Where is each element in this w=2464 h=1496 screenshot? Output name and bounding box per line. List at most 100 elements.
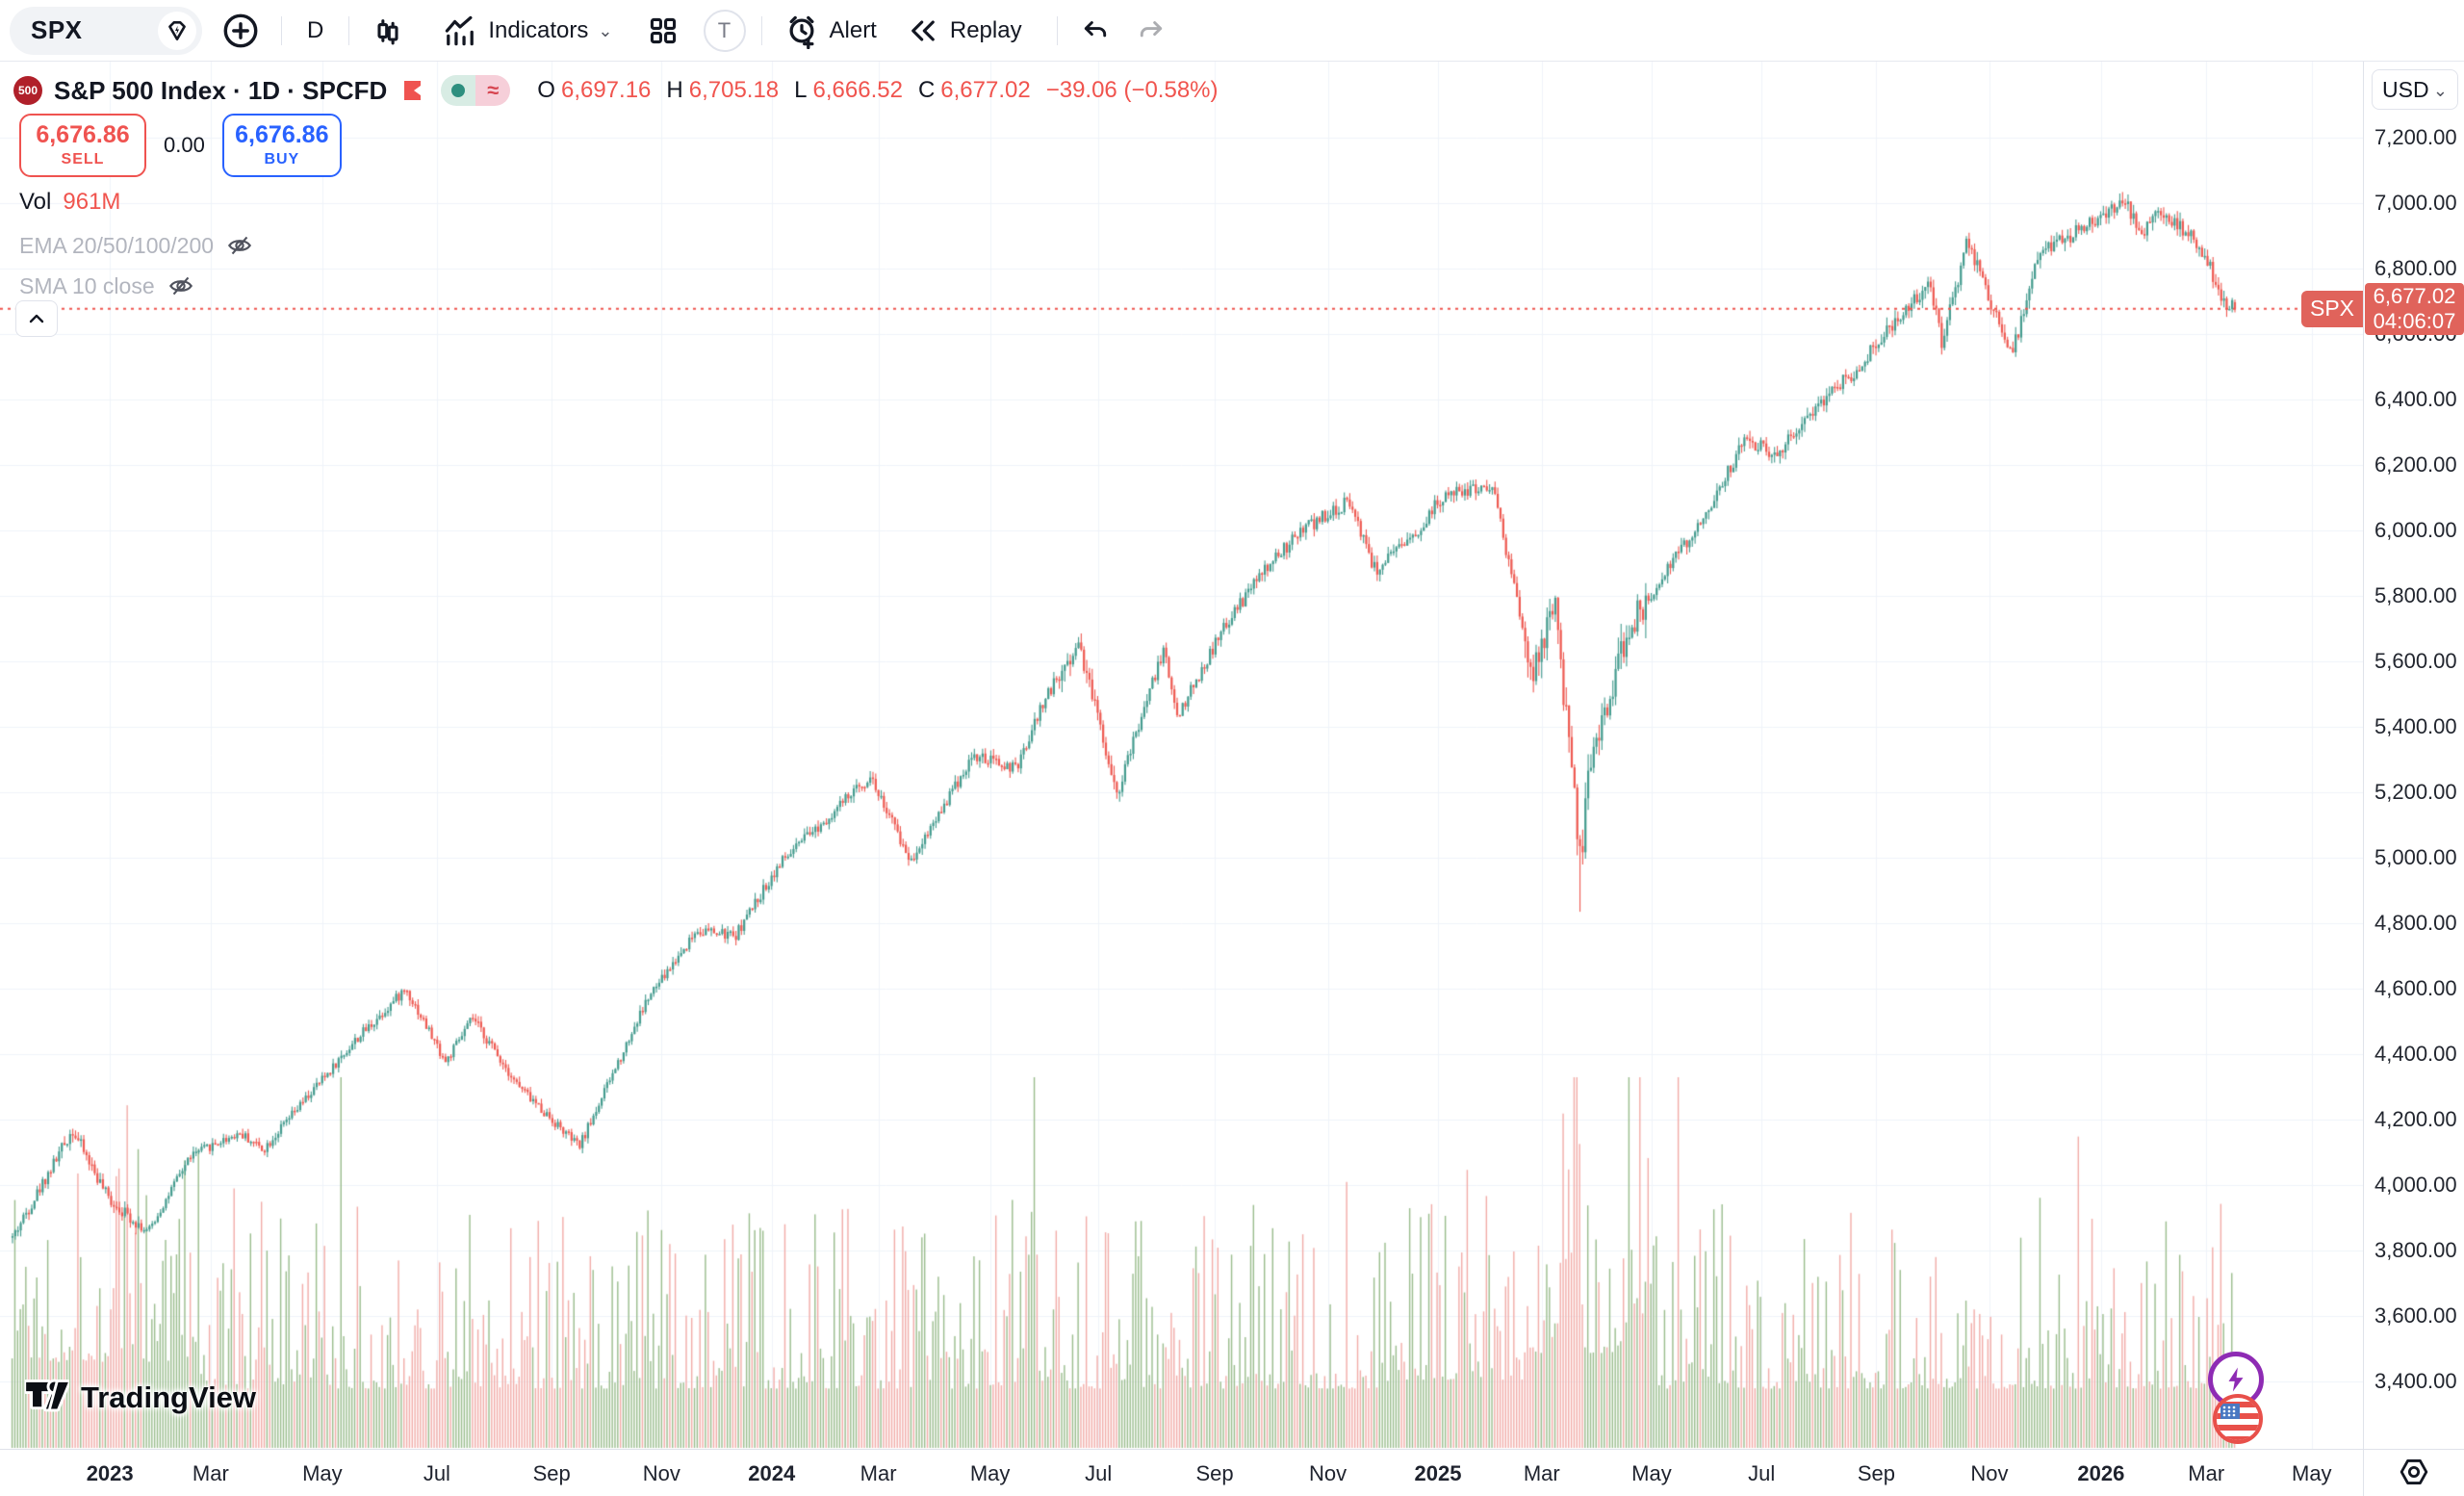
chevron-down-icon: ⌄ <box>598 21 613 40</box>
bar-countdown: 04:06:07 <box>2373 308 2456 333</box>
replay-button[interactable]: Replay <box>894 8 1034 54</box>
indicators-label: Indicators <box>488 16 589 43</box>
price-tick-label: 3,800.00 <box>2374 1238 2457 1262</box>
price-tick-label: 7,000.00 <box>2374 191 2457 215</box>
top-toolbar: SPX D Indicators ⌄ T Alert Replay <box>0 0 2464 62</box>
time-tick-label: May <box>969 1461 1011 1485</box>
price-tick-label: 5,600.00 <box>2374 649 2457 673</box>
price-tick-label: 4,400.00 <box>2374 1042 2457 1066</box>
undo-button[interactable] <box>1067 8 1123 54</box>
time-tick-label: 2023 <box>86 1461 134 1485</box>
price-tick-label: 6,200.00 <box>2374 452 2457 477</box>
toolbar-separator <box>281 15 282 45</box>
time-tick-label: May <box>2292 1461 2332 1485</box>
price-tick-label: 7,200.00 <box>2374 125 2457 149</box>
high-label: H <box>666 77 683 103</box>
sma-label: SMA 10 close <box>19 272 155 298</box>
eye-off-icon[interactable] <box>225 231 254 260</box>
time-tick-label: 2026 <box>2077 1461 2125 1485</box>
time-tick-label: Nov <box>1970 1461 2009 1485</box>
timeframe-button[interactable]: D <box>292 8 339 54</box>
toolbar-separator <box>1056 15 1058 45</box>
sell-button[interactable]: 6,676.86 SELL <box>19 114 146 177</box>
time-tick-label: May <box>1631 1461 1672 1485</box>
timeframe-label: D <box>307 16 324 43</box>
axis-settings-icon[interactable] <box>2397 1455 2431 1494</box>
trade-panel: 6,676.86 SELL 0.00 6,676.86 BUY <box>19 114 342 177</box>
diamond-bolt-icon[interactable] <box>158 11 196 50</box>
market-status-pill[interactable]: ≈ <box>441 75 511 106</box>
ema-study-row[interactable]: EMA 20/50/100/200 <box>19 231 254 260</box>
collapse-legend-button[interactable] <box>15 300 58 337</box>
open-label: O <box>537 77 555 103</box>
redo-button[interactable] <box>1123 8 1179 54</box>
open-value: 6,697.16 <box>560 77 652 103</box>
alert-label: Alert <box>829 16 877 43</box>
tradingview-logo[interactable]: TradingView <box>25 1379 256 1417</box>
spread-value: 0.00 <box>164 133 205 157</box>
time-tick-label: Jul <box>1085 1461 1113 1485</box>
indicators-button[interactable]: Indicators ⌄ <box>430 8 624 54</box>
sp500-logo: 500 <box>13 76 42 105</box>
chart-legend: 500 S&P 500 Index · 1D · SPCFD ≈ O 6,697.… <box>13 75 1219 106</box>
symbol-search-button[interactable]: SPX <box>10 6 202 55</box>
currency-label: USD <box>2382 76 2429 102</box>
price-axis[interactable]: USD ⌄ 7,200.007,000.006,800.006,600.006,… <box>2363 62 2464 1449</box>
price-tick-label: 6,400.00 <box>2374 387 2457 411</box>
price-tick-label: 5,000.00 <box>2374 845 2457 869</box>
layout-grid-button[interactable] <box>634 8 692 54</box>
symbol-label: SPX <box>31 15 83 44</box>
chart-pane[interactable]: 500 S&P 500 Index · 1D · SPCFD ≈ O 6,697.… <box>0 62 2363 1449</box>
ema-label: EMA 20/50/100/200 <box>19 232 215 258</box>
time-axis[interactable]: 2023 Mar May Jul Sep Nov 2024 Mar May Jul Sep Nov 20… <box>0 1449 2464 1496</box>
sell-price: 6,676.86 <box>36 121 130 149</box>
last-price-symbol-badge: SPX <box>2301 290 2363 327</box>
market-open-icon <box>441 75 476 106</box>
compare-add-button[interactable] <box>210 8 271 54</box>
template-label: T <box>717 17 732 42</box>
alert-clock-icon <box>789 15 813 49</box>
alert-button[interactable]: Alert <box>772 8 888 54</box>
tradingview-mark-icon <box>25 1379 69 1412</box>
last-price-badge: 6,677.02 04:06:07 <box>2365 282 2464 335</box>
volume-label: Vol <box>19 189 52 215</box>
buy-button[interactable]: 6,676.86 BUY <box>221 114 342 177</box>
time-tick-label: Mar <box>192 1461 229 1485</box>
price-chart-canvas[interactable] <box>0 62 2363 1449</box>
sell-label: SELL <box>61 150 105 168</box>
price-tick-label: 5,400.00 <box>2374 714 2457 738</box>
volume-study-row[interactable]: Vol 961M <box>19 189 120 216</box>
last-price-value: 6,677.02 <box>2373 283 2456 308</box>
high-value: 6,705.18 <box>688 77 780 103</box>
time-tick-label: Mar <box>1523 1461 1560 1485</box>
change-value: −39.06 (−0.58%) <box>1045 77 1219 103</box>
price-tick-label: 5,800.00 <box>2374 583 2457 607</box>
time-tick-label: Jul <box>423 1461 450 1485</box>
low-label: L <box>794 77 808 103</box>
replay-icon <box>911 19 935 41</box>
price-tick-label: 5,200.00 <box>2374 780 2457 804</box>
flag-icon[interactable] <box>398 77 425 104</box>
close-label: C <box>917 77 936 103</box>
eye-off-icon[interactable] <box>167 271 195 300</box>
currency-dropdown[interactable]: USD ⌄ <box>2372 69 2458 110</box>
low-value: 6,666.52 <box>812 77 903 103</box>
chart-type-button[interactable] <box>359 8 417 54</box>
symbol-title[interactable]: S&P 500 Index · 1D · SPCFD <box>54 75 388 105</box>
sma-study-row[interactable]: SMA 10 close <box>19 271 195 300</box>
us-flag-button[interactable] <box>2213 1394 2263 1444</box>
price-tick-label: 3,400.00 <box>2374 1369 2457 1393</box>
volume-value: 961M <box>63 189 121 215</box>
indicators-icon <box>446 15 475 45</box>
price-tick-label: 3,600.00 <box>2374 1303 2457 1328</box>
time-tick-label: Sep <box>532 1461 571 1485</box>
price-tick-label: 6,800.00 <box>2374 256 2457 280</box>
delayed-data-icon: ≈ <box>475 75 511 106</box>
template-button[interactable]: T <box>703 9 746 52</box>
toolbar-separator <box>760 15 762 45</box>
time-tick-label: May <box>302 1461 343 1485</box>
replay-label: Replay <box>949 16 1022 43</box>
price-tick-label: 4,200.00 <box>2374 1107 2457 1131</box>
time-tick-label: Mar <box>2188 1461 2225 1485</box>
time-tick-label: Jul <box>1748 1461 1776 1485</box>
